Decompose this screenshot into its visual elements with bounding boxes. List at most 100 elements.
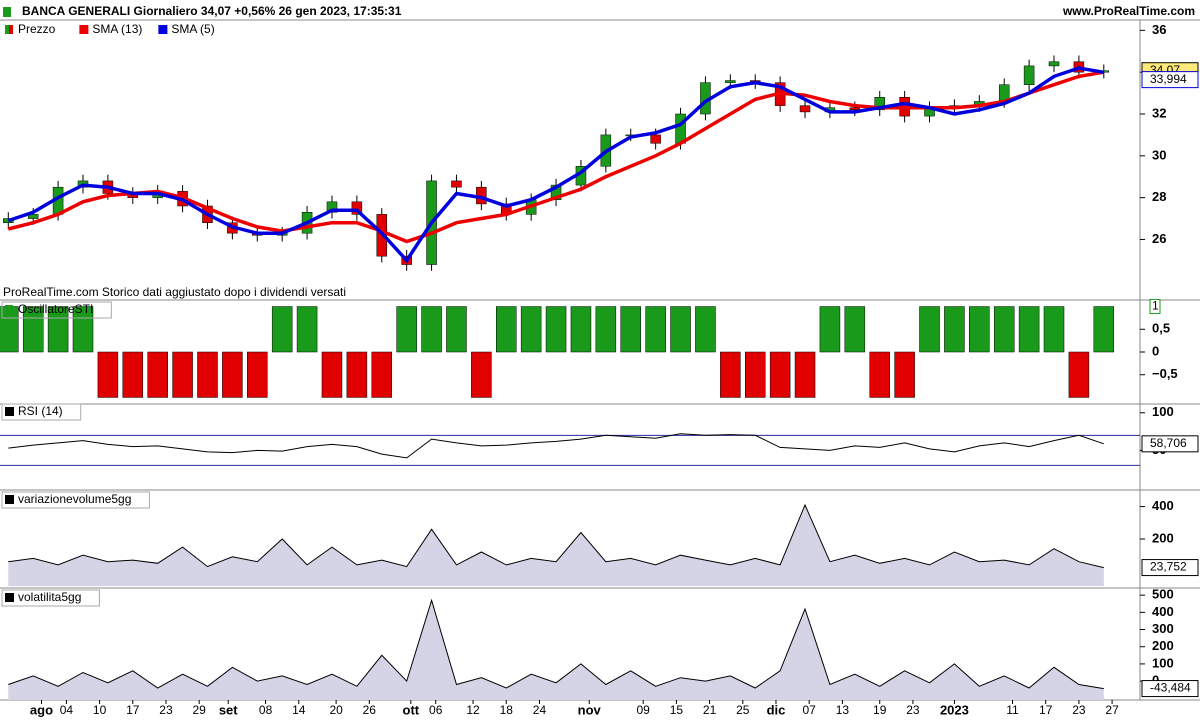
bar bbox=[720, 351, 741, 398]
candle-body bbox=[451, 180, 462, 188]
chart-title: BANCA GENERALI Giornaliero 34,07 +0,56% … bbox=[22, 4, 402, 18]
x-tick-label: 2023 bbox=[940, 702, 969, 717]
candle-body bbox=[650, 134, 661, 144]
bar bbox=[296, 306, 318, 353]
bar bbox=[271, 306, 293, 353]
x-tick-label: 25 bbox=[736, 703, 750, 717]
panel-label: OscillatoreSTI bbox=[18, 302, 93, 316]
rsi-line bbox=[8, 433, 1104, 459]
candle-body bbox=[799, 105, 811, 113]
sma-line bbox=[7, 66, 1105, 264]
last-value-label: 33,994 bbox=[1150, 72, 1187, 86]
x-tick-label: ott bbox=[403, 702, 420, 717]
x-tick-label: 10 bbox=[93, 703, 107, 717]
bar bbox=[446, 306, 467, 353]
bar bbox=[695, 306, 716, 353]
candle-body bbox=[1048, 61, 1060, 67]
x-tick-label: 12 bbox=[466, 703, 480, 717]
bar bbox=[396, 306, 417, 353]
panel-label: variazionevolume5gg bbox=[18, 492, 131, 506]
area-line bbox=[8, 503, 1104, 569]
x-tick-label: 29 bbox=[193, 703, 207, 717]
last-value-label: 1 bbox=[1152, 299, 1159, 313]
bar bbox=[346, 351, 368, 398]
legend-label: SMA (5) bbox=[171, 22, 214, 36]
legend-swatch bbox=[5, 25, 9, 34]
x-tick-label: 27 bbox=[1105, 703, 1119, 717]
panel-label-box bbox=[1, 301, 112, 319]
bar bbox=[172, 351, 193, 398]
x-tick-label: 24 bbox=[533, 703, 547, 717]
candle-body bbox=[874, 97, 885, 111]
area-fill bbox=[8, 505, 1104, 586]
x-tick-label: set bbox=[219, 702, 238, 717]
bar bbox=[969, 306, 990, 353]
x-tick-label: 11 bbox=[1006, 703, 1019, 717]
candle-body bbox=[326, 201, 338, 213]
bar bbox=[570, 306, 592, 353]
x-tick-label: 20 bbox=[329, 703, 343, 717]
x-tick-label: 19 bbox=[873, 703, 887, 717]
bar bbox=[1043, 306, 1065, 353]
panel-label-box bbox=[1, 491, 150, 509]
candle-body bbox=[1023, 65, 1035, 85]
x-tick-label: 13 bbox=[836, 703, 850, 717]
bar bbox=[744, 351, 766, 398]
x-tick-label: 17 bbox=[126, 703, 140, 717]
y-tick-label: 30 bbox=[1152, 147, 1166, 162]
bar bbox=[247, 351, 268, 398]
y-tick-label: 0 bbox=[1152, 673, 1159, 688]
bar bbox=[844, 306, 866, 353]
y-tick-label: 100 bbox=[1152, 655, 1174, 670]
bar bbox=[894, 351, 915, 398]
bar bbox=[645, 306, 666, 353]
last-value-box bbox=[1141, 435, 1199, 453]
bar bbox=[869, 351, 890, 398]
candle-body bbox=[351, 201, 363, 215]
panel-icon bbox=[5, 593, 14, 602]
y-tick-label: 32 bbox=[1152, 105, 1166, 120]
panel-label: RSI (14) bbox=[18, 404, 63, 418]
candle-body bbox=[675, 113, 686, 144]
bar bbox=[794, 351, 816, 398]
last-value-label: 23,752 bbox=[1150, 560, 1187, 574]
y-tick-label: 200 bbox=[1152, 530, 1174, 545]
area-line bbox=[8, 598, 1104, 690]
bar bbox=[769, 351, 791, 398]
x-tick-label: 26 bbox=[363, 703, 377, 717]
x-tick-label: 23 bbox=[159, 703, 173, 717]
x-tick-label: 17 bbox=[1039, 703, 1053, 717]
last-value-label: -43,484 bbox=[1150, 681, 1191, 695]
bar bbox=[321, 351, 343, 398]
x-tick-label: 18 bbox=[500, 703, 514, 717]
last-value-box bbox=[1141, 559, 1199, 577]
bar bbox=[620, 306, 641, 353]
bar bbox=[496, 306, 517, 353]
y-tick-label: 400 bbox=[1152, 604, 1174, 619]
x-tick-label: dic bbox=[767, 702, 786, 717]
y-tick-label: 500 bbox=[1152, 587, 1174, 602]
x-tick-label: 04 bbox=[60, 703, 74, 717]
bar bbox=[471, 351, 492, 398]
last-value-box bbox=[1141, 680, 1199, 698]
y-tick-label: 0 bbox=[1152, 343, 1159, 358]
y-tick-label: 200 bbox=[1152, 638, 1174, 653]
x-tick-label: 23 bbox=[906, 703, 920, 717]
bar bbox=[919, 306, 940, 353]
panel-icon bbox=[5, 305, 13, 314]
panel-icon bbox=[5, 407, 14, 416]
bar bbox=[147, 351, 168, 398]
last-value-label: 58,706 bbox=[1150, 436, 1187, 450]
x-tick-label: 06 bbox=[429, 703, 443, 717]
legend-swatch bbox=[79, 25, 89, 34]
x-tick-label: 07 bbox=[802, 703, 816, 717]
x-tick-label: 21 bbox=[703, 703, 717, 717]
app-icon bbox=[3, 7, 11, 17]
bar bbox=[993, 306, 1015, 353]
legend-label: Prezzo bbox=[18, 22, 56, 36]
bar bbox=[545, 306, 567, 353]
legend-swatch bbox=[9, 25, 13, 34]
last-value-box bbox=[1149, 299, 1161, 315]
area-fill bbox=[8, 600, 1104, 700]
